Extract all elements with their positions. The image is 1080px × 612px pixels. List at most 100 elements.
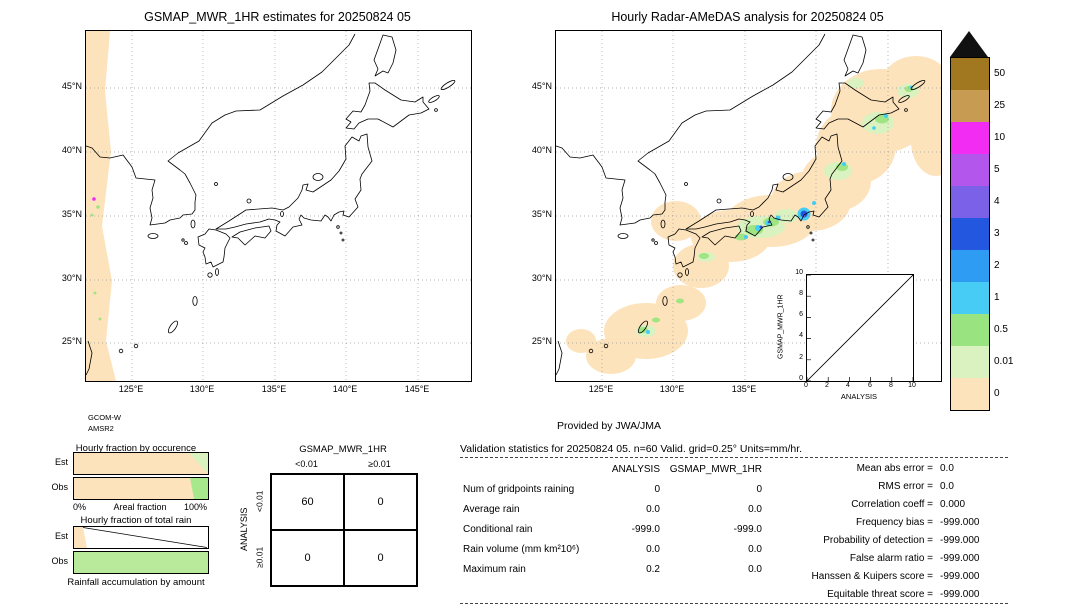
lon-tick-label: 130°E (659, 384, 685, 394)
colorbar-cell (951, 154, 989, 186)
colorbar-cell (951, 218, 989, 250)
colorbar-labels: 50 25 10 5 4 3 2 1 0.5 0.01 0 (994, 58, 1013, 410)
colorbar-tick-label: 50 (994, 68, 1006, 79)
stats-value-analysis: 0 (654, 484, 660, 495)
inset-y-tick: 10 (795, 269, 803, 276)
stats-row: Rain volume (mm km²10⁶) 0.0 0.0 (463, 544, 773, 558)
scatter-inset (806, 274, 914, 382)
inset-x-tick: 2 (825, 382, 829, 389)
lat-tick-label: 45°N (531, 81, 552, 91)
metric-row: Hanssen & Kuipers score = -999.000 (770, 571, 1008, 584)
metric-row: Frequency bias = -999.000 (770, 517, 1008, 530)
contingency-cell: 0 (344, 530, 417, 586)
scatter-inset-svg (806, 274, 914, 382)
row-label-est: Est (54, 531, 68, 541)
metric-row: False alarm ratio = -999.000 (770, 553, 1008, 566)
colorbar-cell (951, 346, 989, 378)
contingency-table: 60 0 0 0 (270, 473, 418, 587)
occurrence-bar-obs (73, 477, 209, 500)
stats-value-analysis: 0.0 (646, 504, 660, 515)
inset-y-tick: 0 (799, 375, 803, 382)
colorbar-cell (951, 122, 989, 154)
lat-tick-label: 35°N (531, 209, 552, 219)
axis-max-label: 100% (183, 502, 207, 512)
inset-y-axis-label: GSMAP_MWR_1HR (777, 294, 785, 360)
row-label-obs: Obs (51, 482, 68, 492)
totalrain-bar-est-fill (74, 527, 208, 548)
lat-tick-label: 30°N (61, 273, 82, 283)
contingency-cell: 0 (344, 474, 417, 530)
inset-x-tick: 10 (908, 382, 916, 389)
stats-col-header-gsmap: GSMAP_MWR_1HR (669, 464, 762, 475)
stats-row-label: Conditional rain (463, 524, 533, 535)
colorbar-overflow-triangle (950, 31, 988, 57)
colorbar-tick-label: 0.5 (994, 324, 1008, 335)
colorbar-tick-label: 4 (994, 196, 1000, 207)
colorbar-tick-label: 0 (994, 388, 1000, 399)
metric-value: -999.000 (940, 553, 980, 564)
contingency-title: GSMAP_MWR_1HR (299, 444, 387, 455)
contingency-row-header: <0.01 (254, 490, 265, 512)
lat-tick-label: 35°N (61, 209, 82, 219)
inset-x-tick: 6 (868, 382, 872, 389)
stats-value-gsmap: 0.0 (748, 564, 762, 575)
left-map-title: GSMAP_MWR_1HR estimates for 20250824 05 (144, 10, 411, 24)
stats-row: Num of gridpoints raining 0 0 (463, 484, 773, 498)
lat-tick-label: 40°N (61, 145, 82, 155)
colorbar-tick-label: 10 (994, 132, 1006, 143)
metric-value: -999.000 (940, 517, 980, 528)
stats-row-label: Average rain (463, 504, 520, 515)
inset-y-tick: 4 (799, 332, 803, 339)
metric-value: -999.000 (940, 571, 980, 582)
right-map-svg (555, 30, 961, 382)
inset-x-tick: 0 (804, 382, 808, 389)
colorbar-cell (951, 378, 989, 410)
occurrence-chart-title: Hourly fraction by occurence (75, 443, 197, 454)
colorbar-tick-label: 3 (994, 228, 1000, 239)
right-map-frame (555, 30, 961, 382)
colorbar-cell (951, 314, 989, 346)
axis-min-label: 0% (73, 502, 87, 512)
stats-col-header-analysis: ANALYSIS (611, 464, 660, 475)
satellite-label-amsr2: AMSR2 (88, 424, 114, 433)
metric-row: Mean abs error = 0.0 (770, 463, 1008, 476)
contingency-cell: 60 (271, 474, 344, 530)
colorbar-tick-label: 5 (994, 164, 1000, 175)
satellite-label-gcomw: GCOM-W (88, 413, 121, 422)
metric-value: -999.000 (940, 535, 980, 546)
lat-tick-label: 25°N (61, 336, 82, 346)
inset-y-tick: 6 (799, 311, 803, 318)
contingency-col-header: <0.01 (295, 459, 318, 469)
metric-value: 0.0 (940, 463, 954, 474)
stats-value-gsmap: 0.0 (748, 504, 762, 515)
colorbar-tick-label: 25 (994, 100, 1006, 111)
right-map-title: Hourly Radar-AMeDAS analysis for 2025082… (611, 10, 884, 24)
colorbar-cell (951, 186, 989, 218)
left-map-svg (85, 30, 472, 382)
metric-label: Probability of detection = (823, 535, 933, 546)
stats-value-gsmap: -999.0 (733, 524, 762, 535)
metric-value: 0.0 (940, 481, 954, 492)
colorbar-tick-label: 0.01 (994, 356, 1014, 367)
lon-tick-label: 140°E (332, 384, 358, 394)
lon-tick-label: 135°E (261, 384, 287, 394)
lat-tick-label: 25°N (531, 336, 552, 346)
metric-row: Correlation coeff = 0.000 (770, 499, 1008, 512)
stats-value-analysis: 0.2 (646, 564, 660, 575)
dashed-divider-top (460, 457, 1008, 458)
stats-row-label: Rain volume (mm km²10⁶) (463, 544, 580, 555)
lon-tick-label: 125°E (118, 384, 144, 394)
lon-tick-label: 135°E (731, 384, 757, 394)
metric-row: Equitable threat score = -999.000 (770, 589, 1008, 602)
one-to-one-line (806, 274, 914, 382)
metric-value: 0.000 (940, 499, 966, 510)
amsr2-swath-overlay (86, 31, 116, 381)
occurrence-bar-obs-fill (74, 478, 208, 499)
lat-tick-label: 40°N (531, 145, 552, 155)
colorbar-cell (951, 90, 989, 122)
inset-x-tick: 8 (889, 382, 893, 389)
metric-label: Mean abs error = (856, 463, 933, 474)
inset-y-tick: 2 (799, 354, 803, 361)
left-map-frame (85, 30, 472, 382)
